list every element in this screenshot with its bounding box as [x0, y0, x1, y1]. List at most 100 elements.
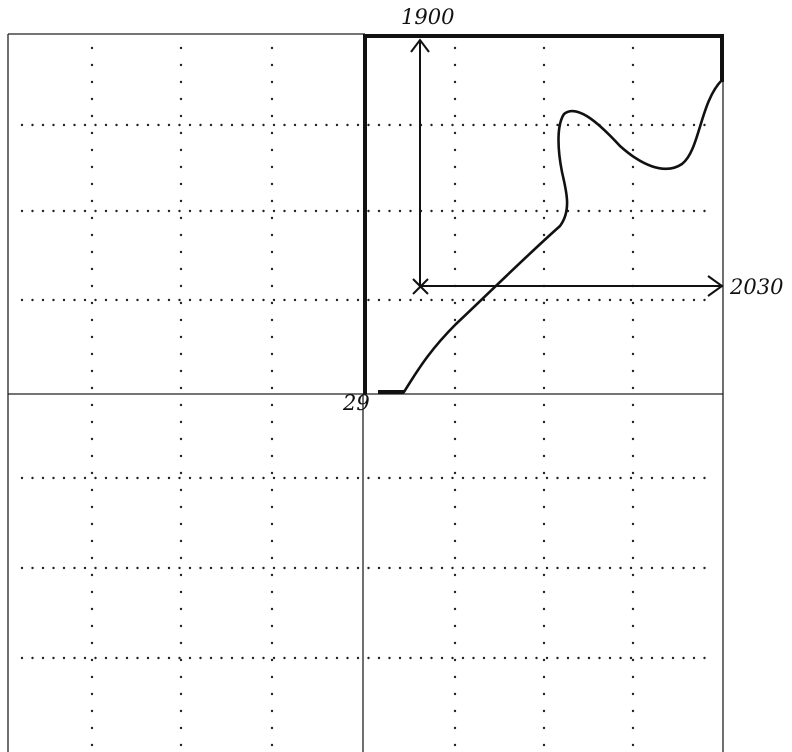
grid-dot — [461, 656, 465, 660]
grid-dot — [304, 123, 307, 127]
grid-dot — [398, 123, 402, 127]
grid-dot — [640, 476, 643, 480]
grid-dot — [631, 131, 635, 135]
right-value-label: 2030 — [729, 275, 783, 299]
grid-dot — [461, 566, 465, 570]
grid-dot — [472, 476, 475, 480]
grid-dot — [270, 233, 274, 237]
grid-dot — [692, 476, 696, 480]
grid-dot — [542, 641, 546, 645]
grid-dot — [461, 298, 465, 302]
grid-dot — [90, 590, 94, 594]
grid-dot — [270, 267, 274, 271]
grid-dot — [115, 209, 118, 213]
grid-dot — [631, 250, 635, 254]
grid-dot — [270, 216, 274, 220]
grid-dot — [90, 250, 94, 254]
grid-dot — [270, 709, 274, 713]
grid-dot — [631, 318, 635, 322]
grid-dot — [482, 566, 486, 570]
grid-dot — [251, 298, 255, 302]
grid-dot — [514, 123, 517, 127]
grid-dot — [209, 123, 213, 127]
grid-dot — [325, 656, 328, 660]
grid-dot — [270, 182, 274, 186]
grid-dot — [631, 420, 635, 424]
grid-dot — [409, 476, 412, 480]
grid-dot — [241, 123, 244, 127]
grid-dot — [41, 476, 45, 480]
grid-dot — [388, 209, 391, 213]
grid-dot — [682, 209, 685, 213]
grid-dot — [31, 123, 34, 127]
grid-dot — [167, 566, 171, 570]
grid-dot — [367, 476, 370, 480]
grid-dot — [90, 46, 94, 50]
grid-dot — [542, 573, 546, 577]
grid-dot — [631, 743, 635, 747]
grid-dot — [631, 641, 635, 645]
grid-dot — [179, 216, 183, 220]
grid-dot — [346, 298, 349, 302]
grid-dot — [703, 298, 706, 302]
grid-dot — [94, 298, 97, 302]
grid-dot — [178, 298, 181, 302]
grid-dot — [503, 476, 507, 480]
grid-dot — [179, 182, 183, 186]
grid-dot — [179, 403, 183, 407]
grid-dot — [503, 566, 507, 570]
grid-dot — [335, 476, 339, 480]
grid-dot — [270, 46, 274, 50]
grid-dot — [125, 656, 129, 660]
grid-dot — [115, 123, 118, 127]
grid-dot — [453, 403, 457, 407]
grid-dot — [566, 566, 570, 570]
grid-dot — [631, 369, 635, 373]
grid-dot — [542, 726, 546, 730]
grid-dot — [262, 298, 265, 302]
grid-dot — [179, 352, 183, 356]
grid-dot — [587, 476, 591, 480]
grid-dot — [179, 556, 183, 560]
grid-dot — [451, 476, 454, 480]
grid-dot — [524, 298, 528, 302]
grid-dot — [503, 298, 507, 302]
grid-dot — [188, 476, 192, 480]
grid-dot — [640, 656, 643, 660]
grid-dot — [608, 476, 612, 480]
grid-dot — [90, 131, 94, 135]
grid-dot — [451, 656, 454, 660]
grid-dot — [640, 123, 643, 127]
grid-dot — [631, 522, 635, 526]
grid-dot — [230, 656, 234, 660]
grid-dot — [146, 298, 150, 302]
grid-dot — [90, 692, 94, 696]
grid-dot — [283, 209, 286, 213]
grid-dot — [430, 298, 433, 302]
grid-dot — [542, 454, 546, 458]
grid-dot — [31, 298, 34, 302]
grid-dot — [179, 624, 183, 628]
grid-dot — [262, 209, 265, 213]
grid-dot — [430, 566, 433, 570]
grid-dot — [619, 298, 622, 302]
grid-dot — [314, 209, 318, 213]
grid-dot — [566, 476, 570, 480]
grid-dot — [251, 656, 255, 660]
grid-dot — [482, 209, 486, 213]
grid-dot — [650, 656, 654, 660]
grid-dot — [587, 566, 591, 570]
grid-dot — [73, 656, 76, 660]
grid-dot — [542, 420, 546, 424]
grid-dot — [90, 743, 94, 747]
grid-dot — [20, 656, 24, 660]
grid-dot — [577, 566, 580, 570]
grid-dot — [199, 566, 202, 570]
grid-dot — [542, 148, 546, 152]
grid-dot — [270, 97, 274, 101]
grid-dot — [398, 209, 402, 213]
grid-dot — [335, 566, 339, 570]
grid-dot — [230, 123, 234, 127]
grid-dot — [535, 123, 538, 127]
grid-dot — [272, 476, 276, 480]
